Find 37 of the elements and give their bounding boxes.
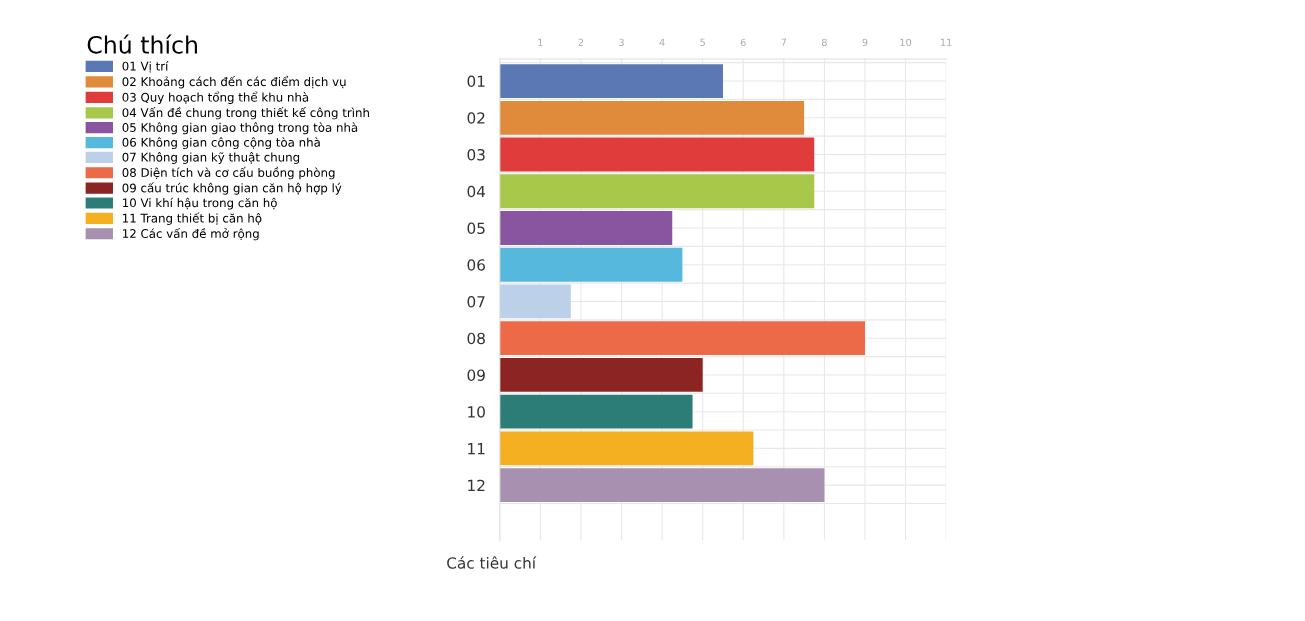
- x-tick-label: 6: [740, 38, 746, 46]
- legend-label: 03 Quy hoạch tổng thể khu nhà: [122, 91, 309, 104]
- y-tick-label: 12: [468, 479, 485, 491]
- y-tick-label: 03: [467, 148, 485, 161]
- x-tick-label: 8: [821, 38, 827, 46]
- y-tick-label: 02: [467, 112, 485, 124]
- x-tick-label: 9: [862, 38, 868, 46]
- y-axis-title: Các tiêu chí: [447, 556, 537, 569]
- y-tick-label: 06: [467, 259, 485, 271]
- x-tick-label: 7: [781, 38, 787, 46]
- x-tick-label: 1: [538, 38, 543, 46]
- x-tick-label: 2: [578, 38, 584, 46]
- y-tick-label: 10: [468, 406, 485, 418]
- x-tick-label: 4: [659, 38, 665, 46]
- y-tick-label: 01: [467, 75, 485, 88]
- y-tick-label: 08: [467, 332, 485, 345]
- legend-label: 06 Không gian công cộng tòa nhà: [122, 137, 320, 150]
- x-tick-label: 3: [619, 38, 624, 46]
- legend-label: 05 Không gian giao thông trong tòa nhà: [122, 122, 358, 135]
- y-tick-label: 09: [467, 369, 485, 381]
- legend-label: 09 cấu trúc không gian căn hộ hợp lý: [122, 182, 342, 195]
- y-tick-label: 04: [467, 185, 486, 198]
- legend-label: 04 Vấn đề chung trong thiết kế công trình: [122, 106, 369, 120]
- x-tick-label: 5: [700, 38, 705, 46]
- legend-label: 11 Trang thiết bị căn hộ: [123, 212, 262, 225]
- legend-label: 10 Vi khí hậu trong căn hộ: [123, 197, 277, 210]
- legend-label: 02 Khoảng cách đến các điểm dịch vụ: [122, 75, 346, 89]
- y-tick-label: 11: [468, 443, 485, 455]
- x-tick-label: 10: [900, 38, 912, 46]
- legend-title: Chú thích: [87, 34, 197, 54]
- x-tick-label: 11: [941, 38, 952, 46]
- legend-label: 07 Không gian kỹ thuật chung: [122, 152, 300, 164]
- legend-label: 01 Vị trí: [122, 60, 169, 73]
- legend-label: 08 Diện tích và cơ cấu buồng phòng: [122, 166, 335, 180]
- y-tick-label: 07: [467, 295, 485, 308]
- legend-label: 12 Các vấn đề mở rộng: [123, 227, 259, 241]
- y-tick-label: 05: [467, 222, 485, 235]
